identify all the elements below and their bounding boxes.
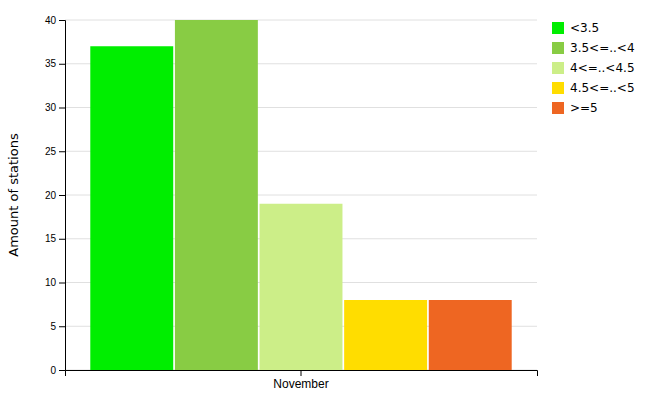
- legend-swatch: [552, 22, 564, 34]
- tick-label: 30: [45, 102, 57, 113]
- legend-item: 4.5<=..<5: [552, 81, 635, 95]
- tick-label: November: [273, 377, 328, 391]
- tick: 20: [45, 190, 65, 201]
- y-axis: 0 5 10 15 20 25 30 35 40: [45, 15, 66, 376]
- tick: 15: [45, 233, 65, 244]
- tick-mark: [301, 370, 302, 376]
- legend-swatch: [552, 62, 564, 74]
- plot: 0 5 10 15 20 25 30 35 40 November: [45, 15, 538, 391]
- tick-mark: [59, 326, 65, 327]
- tick: 5: [50, 321, 65, 332]
- tick-label: 25: [45, 146, 57, 157]
- bar: [175, 20, 258, 370]
- tick-label: 35: [45, 58, 57, 69]
- bar: [90, 46, 173, 370]
- legend-label: 3.5<=..<4: [570, 41, 635, 55]
- tick-mark: [59, 20, 65, 21]
- tick-label: 5: [50, 321, 56, 332]
- tick: 0: [50, 365, 65, 376]
- grid-line: [65, 20, 537, 21]
- tick-label: 40: [45, 15, 57, 26]
- tick: 30: [45, 102, 65, 113]
- grid: [65, 20, 537, 370]
- tick-mark: [59, 108, 65, 109]
- axis-line: [66, 371, 538, 377]
- legend-swatch: [552, 82, 564, 94]
- x-axis: November: [66, 370, 538, 391]
- chart: 0 5 10 15 20 25 30 35 40 November Amount of statio…: [0, 0, 667, 415]
- legend-swatch: [552, 42, 564, 54]
- legend-label: <3.5: [570, 21, 599, 35]
- legend-item: <3.5: [552, 21, 599, 35]
- tick-mark: [59, 151, 65, 152]
- bar: [344, 300, 427, 370]
- legend-label: 4.5<=..<5: [570, 81, 635, 95]
- bar: [429, 300, 512, 370]
- legend-label: 4<=..<4.5: [570, 61, 635, 75]
- legend-label: >=5: [570, 101, 598, 115]
- legend-item: 4<=..<4.5: [552, 61, 635, 75]
- tick: 25: [45, 146, 65, 157]
- legend-item: >=5: [552, 101, 598, 115]
- tick-label: 20: [45, 190, 57, 201]
- tick: 10: [45, 277, 65, 288]
- tick-mark: [59, 195, 65, 196]
- bar: [260, 204, 343, 370]
- tick: 40: [45, 15, 65, 26]
- tick-mark: [59, 283, 65, 284]
- y-axis-label: Amount of stations: [6, 133, 21, 257]
- legend-swatch: [552, 102, 564, 114]
- tick: November: [273, 370, 328, 391]
- tick-mark: [59, 239, 65, 240]
- axis-line: [59, 21, 66, 371]
- legend-item: 3.5<=..<4: [552, 41, 635, 55]
- tick-mark: [59, 370, 65, 371]
- bars: [90, 20, 511, 370]
- tick-mark: [59, 64, 65, 65]
- tick-label: 15: [45, 233, 57, 244]
- legend: <3.5 3.5<=..<4 4<=..<4.5 4.5<=..<5 >=5: [552, 21, 635, 115]
- tick: 35: [45, 58, 65, 69]
- tick-label: 0: [50, 365, 56, 376]
- tick-label: 10: [45, 277, 57, 288]
